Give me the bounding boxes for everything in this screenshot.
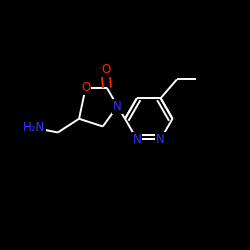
Text: O: O (101, 62, 110, 76)
Text: O: O (81, 81, 90, 94)
Text: N: N (132, 133, 141, 146)
Text: N: N (156, 133, 165, 146)
Text: H₂N: H₂N (23, 121, 45, 134)
Text: N: N (113, 100, 122, 113)
